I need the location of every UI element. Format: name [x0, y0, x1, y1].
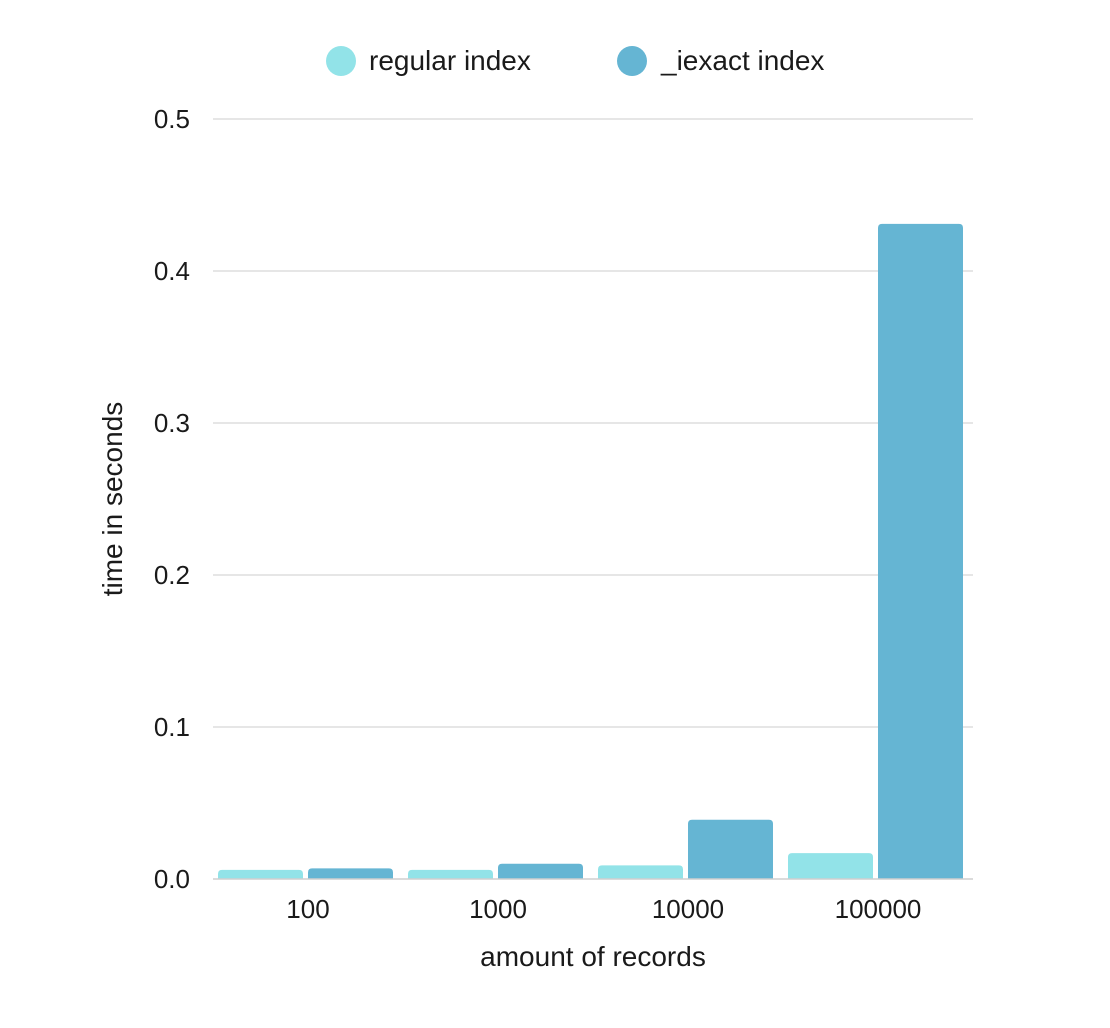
bar-iexact-index-100000	[878, 223, 963, 879]
y-tick-label: 0.1	[154, 712, 190, 742]
x-tick-label: 10000	[652, 894, 724, 924]
x-tick-label: 100	[286, 894, 329, 924]
bar-iexact-index-10000	[688, 819, 773, 879]
y-tick-label: 0.5	[154, 104, 190, 134]
bar-iexact-index-100	[308, 868, 393, 879]
bar-regular-index-1000	[408, 869, 493, 879]
y-axis-ticks: 0.0 0.1 0.2 0.3 0.4 0.5	[154, 104, 190, 894]
legend-label: _iexact index	[660, 45, 824, 76]
legend-label: regular index	[369, 45, 531, 76]
y-tick-label: 0.3	[154, 408, 190, 438]
y-tick-label: 0.2	[154, 560, 190, 590]
x-tick-label: 1000	[469, 894, 527, 924]
bar-iexact-index-1000	[498, 863, 583, 879]
legend-swatch	[326, 46, 356, 76]
gridlines	[213, 118, 973, 728]
bar-regular-index-10000	[598, 865, 683, 879]
x-tick-label: 100000	[835, 894, 922, 924]
y-axis-title: time in seconds	[97, 402, 128, 597]
y-tick-label: 0.0	[154, 864, 190, 894]
bar-regular-index-100000	[788, 853, 873, 879]
y-tick-label: 0.4	[154, 256, 190, 286]
x-axis-ticks: 100 1000 10000 100000	[286, 894, 921, 924]
legend: regular index _iexact index	[326, 45, 824, 76]
x-axis-title: amount of records	[480, 941, 706, 972]
legend-swatch	[617, 46, 647, 76]
bar-regular-index-100	[218, 869, 303, 879]
bars	[218, 223, 963, 879]
